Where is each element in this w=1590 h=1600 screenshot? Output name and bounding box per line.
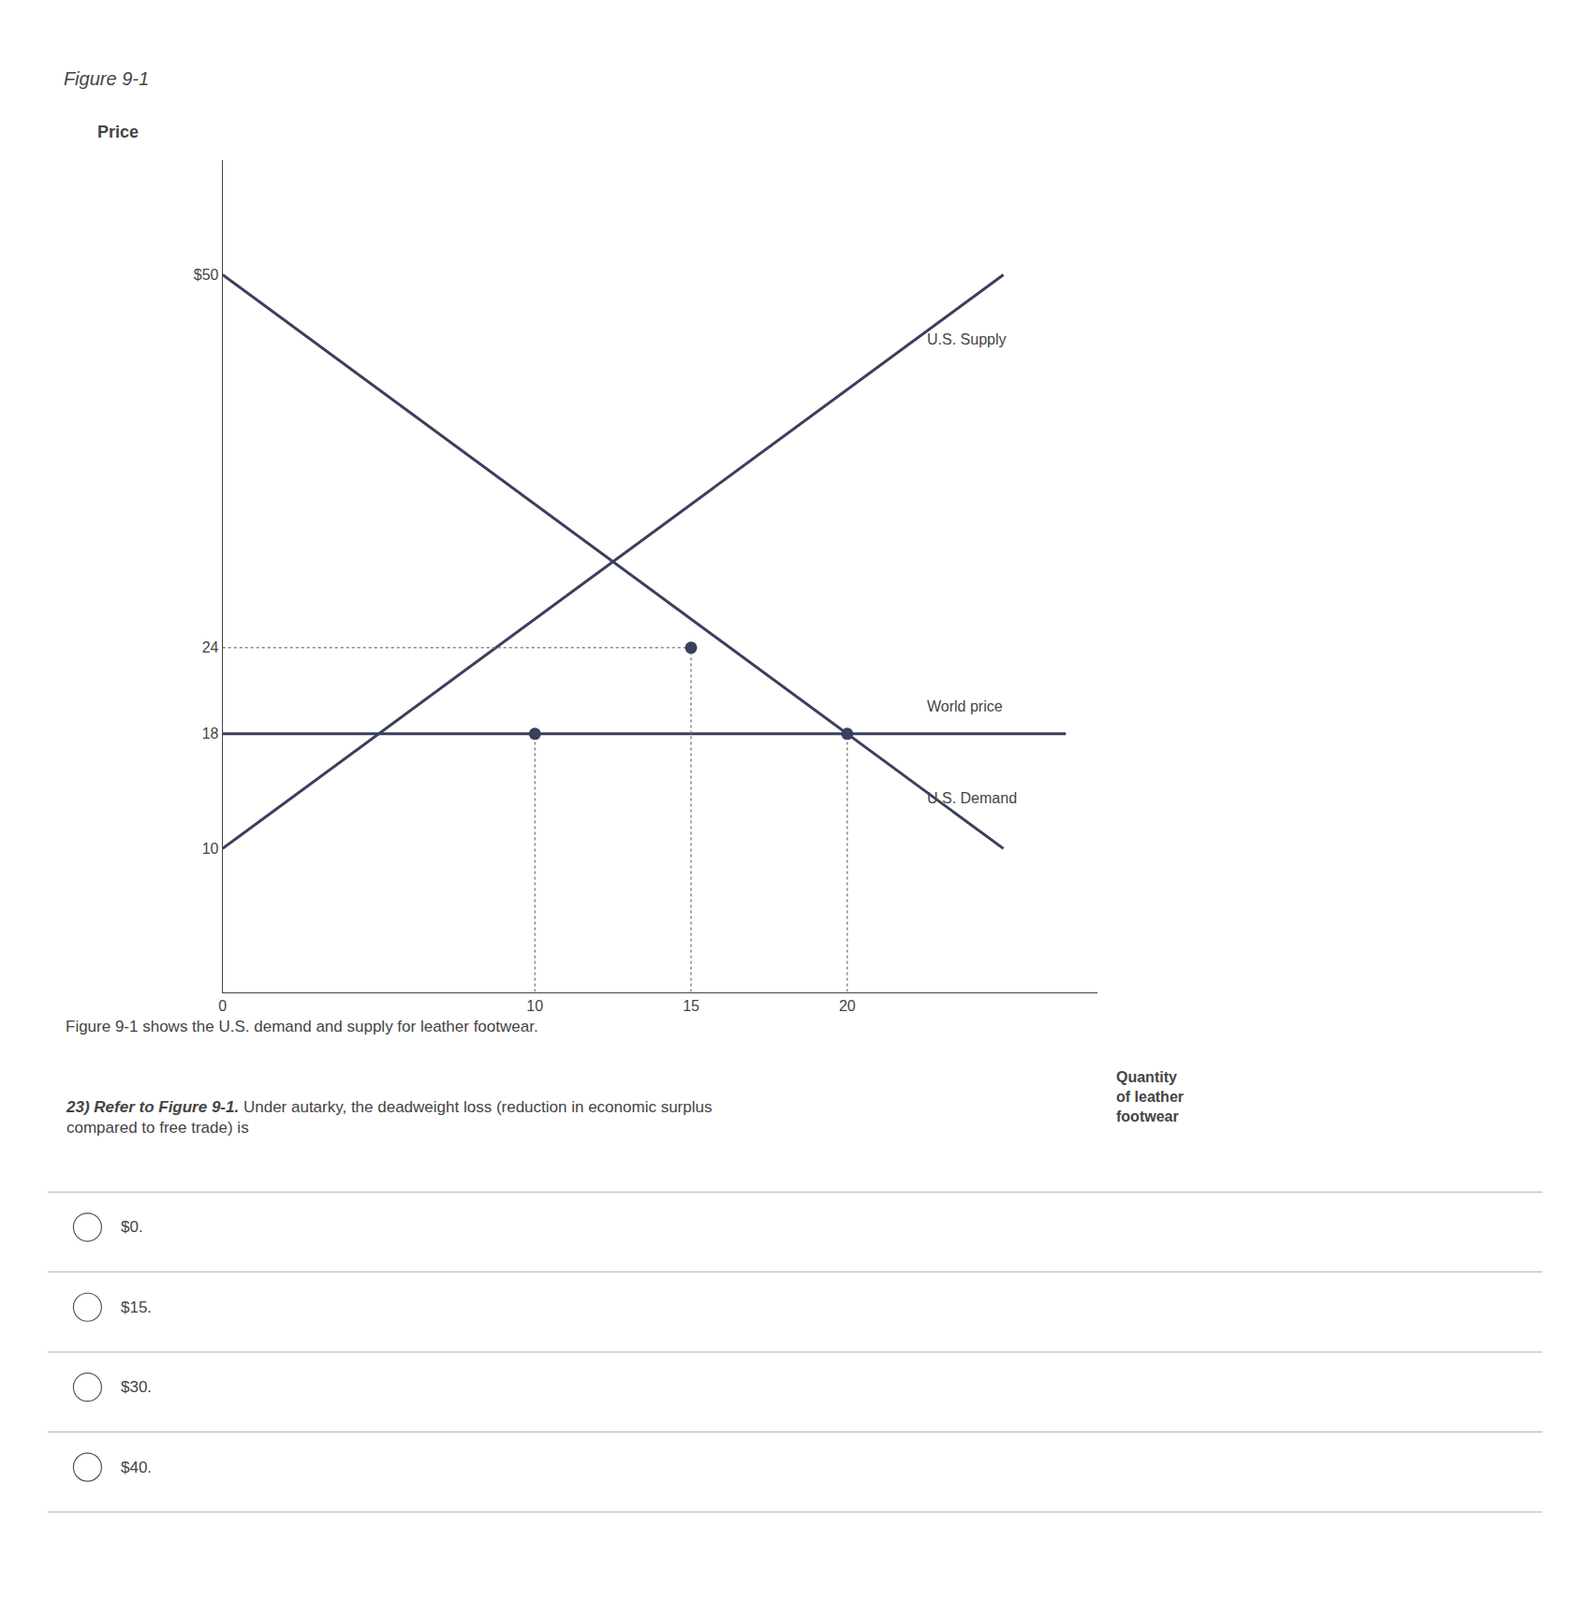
svg-text:$50: $50 [193, 266, 220, 283]
svg-text:10: 10 [202, 840, 220, 857]
svg-text:24: 24 [202, 639, 220, 656]
svg-text:0: 0 [218, 998, 227, 1015]
svg-text:10: 10 [526, 998, 544, 1015]
svg-text:$30.: $30. [120, 1378, 152, 1397]
svg-text:U.S. Demand: U.S. Demand [927, 790, 1017, 807]
svg-text:U.S. Supply: U.S. Supply [927, 331, 1006, 348]
svg-text:20: 20 [839, 998, 856, 1015]
svg-text:Figure 9-1: Figure 9-1 [63, 68, 149, 89]
svg-text:18: 18 [202, 725, 220, 742]
svg-text:$40.: $40. [120, 1458, 152, 1477]
svg-text:23) Refer to Figure 9-1. Under: 23) Refer to Figure 9-1. Under autarky, … [65, 1098, 712, 1137]
svg-text:$15.: $15. [120, 1298, 152, 1317]
svg-text:Figure 9-1 shows the U.S. dema: Figure 9-1 shows the U.S. demand and sup… [65, 1017, 539, 1036]
svg-text:Quantityof leatherfootwear: Quantityof leatherfootwear [1116, 1069, 1184, 1125]
svg-text:$0.: $0. [120, 1218, 144, 1237]
svg-text:Price: Price [97, 122, 139, 142]
svg-text:World price: World price [927, 698, 1003, 715]
svg-text:15: 15 [682, 998, 700, 1015]
